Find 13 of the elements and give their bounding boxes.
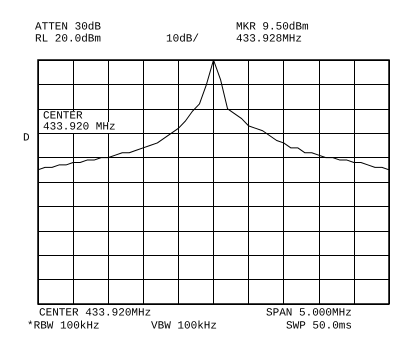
text: SWP 50.0ms — [286, 320, 352, 332]
text: MKR 9.50dBm — [236, 22, 310, 34]
text: *RBW 100kHz — [27, 320, 100, 332]
text: 10dB/ — [166, 34, 200, 46]
text: RL 20.0dBm — [35, 34, 102, 46]
text: VBW 100kHz — [151, 320, 218, 332]
text: ATTEN 30dB — [35, 22, 102, 34]
text: 433.928MHz — [236, 34, 302, 46]
annotation: 433.920 MHz — [43, 122, 116, 134]
text: SPAN 5.000MHz — [266, 308, 352, 320]
text: D — [23, 132, 30, 144]
annotation: CENTER — [43, 110, 84, 122]
text: CENTER 433.920MHz — [39, 308, 152, 320]
